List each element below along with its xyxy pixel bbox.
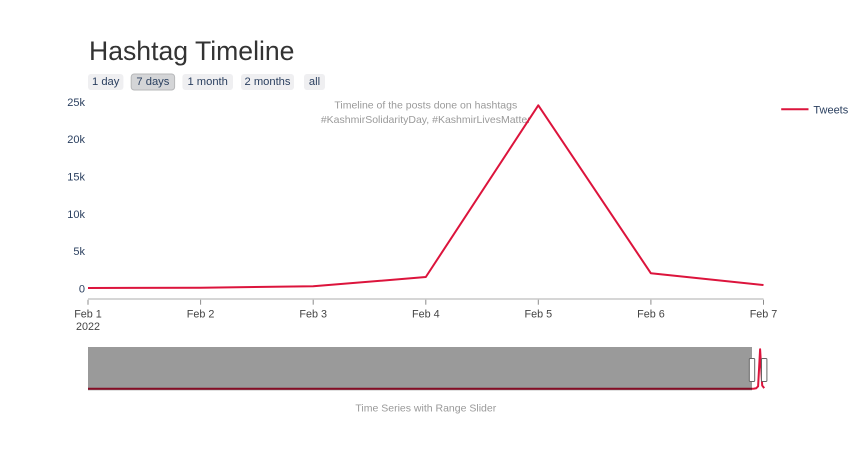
svg-text:Feb 1: Feb 1	[74, 309, 102, 321]
svg-text:25k: 25k	[67, 97, 85, 109]
svg-text:15k: 15k	[67, 172, 85, 184]
svg-text:Feb 6: Feb 6	[637, 309, 665, 321]
svg-text:0: 0	[79, 283, 85, 295]
svg-text:7 days: 7 days	[136, 76, 169, 88]
svg-text:Feb 2: Feb 2	[187, 309, 215, 321]
svg-text:1 day: 1 day	[92, 76, 120, 88]
svg-text:#KashmirSolidarityDay, #Kashmi: #KashmirSolidarityDay, #KashmirLivesMatt…	[321, 114, 531, 126]
svg-text:Time Series with Range Slider: Time Series with Range Slider	[355, 403, 496, 415]
svg-text:20k: 20k	[67, 134, 85, 146]
svg-text:10k: 10k	[67, 209, 85, 221]
svg-text:2 months: 2 months	[244, 76, 290, 88]
svg-text:Feb 3: Feb 3	[299, 309, 327, 321]
svg-text:Feb 4: Feb 4	[412, 309, 440, 321]
svg-text:Feb 5: Feb 5	[524, 309, 552, 321]
svg-text:2022: 2022	[76, 321, 100, 333]
svg-text:1 month: 1 month	[187, 76, 227, 88]
svg-text:5k: 5k	[73, 246, 85, 258]
svg-text:Tweets: Tweets	[813, 104, 848, 116]
svg-text:all: all	[309, 76, 320, 88]
svg-text:Hashtag Timeline: Hashtag Timeline	[89, 36, 294, 66]
svg-text:Feb 7: Feb 7	[750, 309, 778, 321]
svg-text:Timeline of the posts done on: Timeline of the posts done on hashtags	[334, 100, 517, 112]
